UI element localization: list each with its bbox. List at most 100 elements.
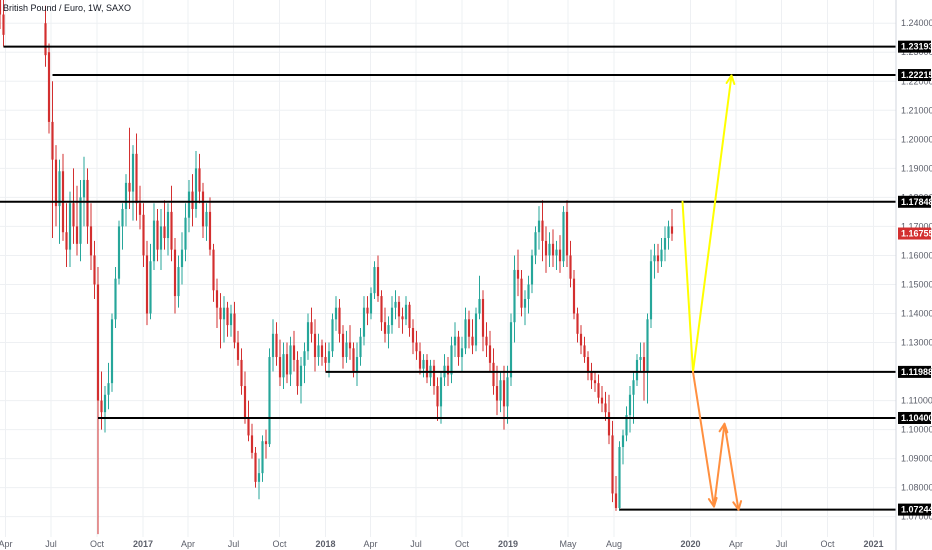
horizontal-levels bbox=[0, 45, 896, 511]
candle-body bbox=[149, 261, 152, 314]
x-tick-label: Apr bbox=[729, 539, 743, 549]
current-price-label: 1.16755 bbox=[901, 229, 932, 239]
candle-body bbox=[247, 417, 250, 436]
candle-body bbox=[72, 203, 75, 227]
candle-body bbox=[68, 203, 72, 250]
candle-body bbox=[187, 191, 191, 218]
y-tick-label: 1.08000 bbox=[901, 483, 932, 493]
candle-body bbox=[47, 52, 51, 122]
candle-body bbox=[492, 362, 495, 387]
candle-body bbox=[376, 267, 380, 297]
candle-body bbox=[387, 325, 390, 334]
candle-body bbox=[474, 313, 478, 346]
candle-body bbox=[628, 394, 632, 416]
level-label: 1.17848 bbox=[901, 197, 932, 207]
level-label-bg bbox=[898, 195, 931, 208]
candle-body bbox=[65, 232, 68, 250]
candle-body bbox=[432, 365, 436, 387]
candle-body bbox=[551, 243, 555, 256]
projection-segment bbox=[713, 422, 726, 508]
candle-body bbox=[541, 220, 544, 241]
candle-body bbox=[625, 415, 628, 436]
candle-body bbox=[313, 333, 317, 358]
candle-body bbox=[212, 249, 215, 291]
level-label-bg bbox=[898, 503, 931, 516]
candles bbox=[0, 0, 674, 535]
candle-body bbox=[96, 284, 100, 401]
candle-body bbox=[579, 333, 583, 346]
y-tick-label: 1.13000 bbox=[901, 338, 932, 348]
x-tick-label: Oct bbox=[272, 539, 287, 549]
candle-body bbox=[257, 473, 261, 482]
candle-body bbox=[306, 322, 310, 352]
candle-body bbox=[436, 386, 439, 407]
level-label-bg bbox=[898, 411, 931, 424]
candle-body bbox=[117, 226, 121, 279]
candle-body bbox=[418, 351, 422, 369]
candle-body bbox=[439, 377, 443, 407]
level-label-bg bbox=[898, 365, 931, 378]
candle-body bbox=[481, 298, 485, 337]
candle-body bbox=[632, 380, 635, 395]
candle-body bbox=[191, 191, 194, 209]
current-price-label-bg bbox=[898, 227, 931, 240]
y-tick-label: 1.22000 bbox=[901, 76, 932, 86]
candle-body bbox=[597, 383, 600, 398]
level-label-bg bbox=[898, 40, 931, 53]
candle-body bbox=[366, 307, 369, 314]
x-tick-label: Apr bbox=[181, 539, 195, 549]
candle-body bbox=[527, 284, 530, 299]
candle-body bbox=[331, 319, 334, 352]
candle-body bbox=[289, 345, 292, 375]
projection-segment bbox=[692, 370, 715, 508]
y-tick-label: 1.16000 bbox=[901, 250, 932, 260]
candle-body bbox=[656, 255, 660, 262]
candle-body bbox=[299, 365, 303, 387]
candle-body bbox=[156, 220, 159, 250]
candle-body bbox=[82, 179, 86, 198]
x-tick-label: 2019 bbox=[498, 539, 518, 549]
y-tick-label: 1.14000 bbox=[901, 308, 932, 318]
candle-body bbox=[548, 243, 551, 256]
candle-body bbox=[516, 269, 520, 279]
candle-body bbox=[572, 278, 576, 314]
candle-body bbox=[586, 357, 590, 372]
candle-body bbox=[383, 322, 387, 334]
candle-body bbox=[79, 197, 82, 244]
candle-body bbox=[446, 365, 450, 375]
level-label: 1.22215 bbox=[901, 70, 932, 80]
candle-body bbox=[338, 307, 341, 334]
candle-body bbox=[411, 328, 415, 343]
x-tick-label: 2020 bbox=[680, 539, 700, 549]
chart-title: British Pound / Euro, 1W, SAXO bbox=[3, 3, 131, 13]
candle-body bbox=[345, 342, 348, 358]
candle-body bbox=[89, 226, 93, 256]
candle-body bbox=[261, 441, 264, 474]
candle-body bbox=[457, 336, 460, 358]
candle-body bbox=[243, 386, 247, 418]
candle-body bbox=[495, 386, 499, 401]
candle-body bbox=[373, 267, 376, 294]
candle-body bbox=[310, 322, 313, 334]
x-tick-label: Apr bbox=[0, 539, 13, 549]
candle-body bbox=[663, 238, 667, 250]
projection-arrowhead bbox=[725, 74, 736, 86]
y-tick-label: 1.19000 bbox=[901, 163, 932, 173]
candle-body bbox=[639, 357, 642, 360]
candle-body bbox=[194, 168, 198, 209]
candle-body bbox=[215, 290, 219, 308]
price-axis[interactable] bbox=[896, 0, 932, 550]
candle-body bbox=[660, 249, 663, 262]
candle-body bbox=[0, 0, 2, 15]
x-tick-label: Oct bbox=[455, 539, 470, 549]
candle-body bbox=[58, 171, 61, 207]
candle-body bbox=[222, 307, 226, 320]
candle-body bbox=[86, 179, 89, 227]
candle-body bbox=[177, 267, 180, 297]
candle-body bbox=[240, 359, 243, 387]
candle-body bbox=[159, 226, 163, 250]
y-tick-label: 1.07000 bbox=[901, 512, 932, 522]
candle-body bbox=[646, 319, 649, 372]
y-tick-label: 1.11000 bbox=[901, 396, 932, 406]
